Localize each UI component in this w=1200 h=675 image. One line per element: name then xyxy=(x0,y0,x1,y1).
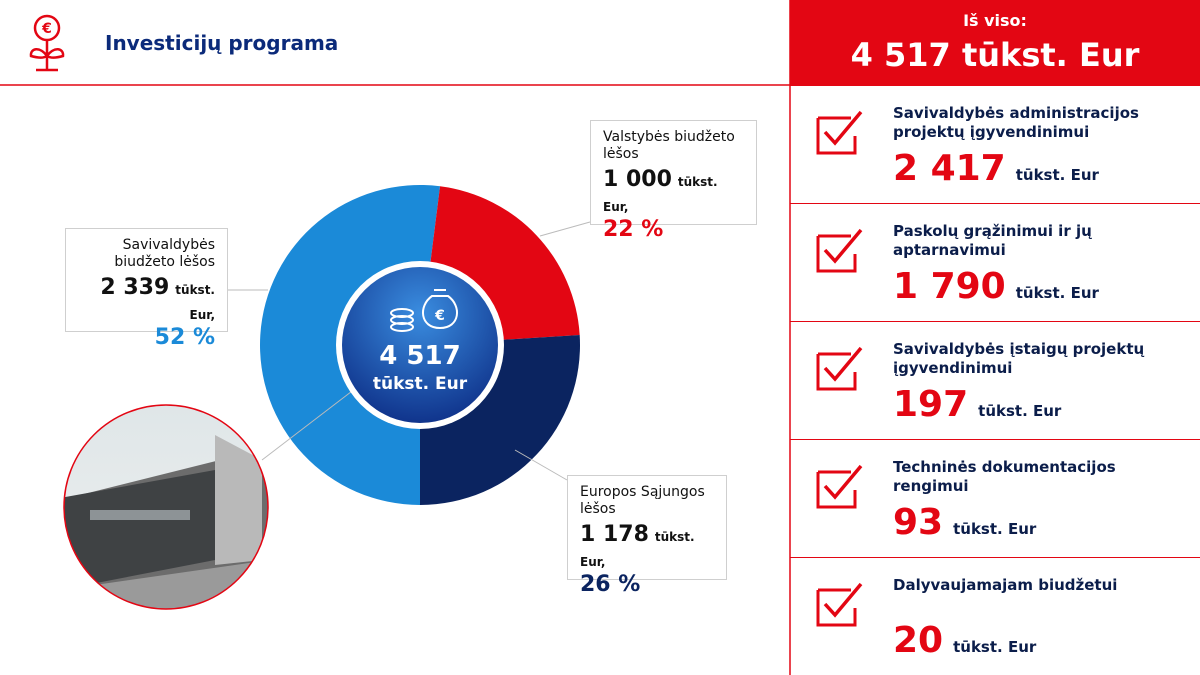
item-label: Paskolų grąžinimui ir jų aptarnavimui xyxy=(893,222,1092,259)
label-box: Valstybės biudžeto lėšos 1 000 tūkst. Eur,… xyxy=(590,120,757,242)
amount-row: 1 178 tūkst. Eur, xyxy=(580,522,714,572)
item: Paskolų grąžinimui ir jų aptarnavimui 1 7… xyxy=(790,203,1200,320)
item-amount-row: 197 tūkst. Eur xyxy=(893,384,1061,425)
item-amount: 20 xyxy=(893,620,944,661)
svg-text:€: € xyxy=(434,308,445,324)
item: Savivaldybės įstaigų projektų įgyvendini… xyxy=(790,321,1200,438)
item-amount: 2 417 xyxy=(893,148,1006,189)
percent: 26 % xyxy=(580,572,641,597)
check-icon xyxy=(816,228,863,273)
item-label: Techninės dokumentacijos rengimui xyxy=(893,458,1116,495)
item-amount-row: 2 417 tūkst. Eur xyxy=(893,148,1099,189)
category-label: Valstybės biudžeto lėšos xyxy=(603,129,735,162)
check-box xyxy=(816,352,857,391)
total-panel xyxy=(790,0,1200,85)
check-mark xyxy=(823,582,863,618)
unit: tūkst. Eur, xyxy=(175,283,215,322)
item-label: Savivaldybės administracijos projektų įg… xyxy=(893,104,1139,141)
amount: 2 339 xyxy=(100,275,170,300)
center-disc xyxy=(342,267,498,423)
category-label: Europos Sąjungos lėšos xyxy=(580,484,705,517)
item-unit: tūkst. Eur xyxy=(953,520,1037,538)
page-title: Investicijų programa xyxy=(105,31,338,55)
amount-row: 2 339 tūkst. Eur, xyxy=(78,275,215,325)
item-amount-row: 1 790 tūkst. Eur xyxy=(893,266,1099,307)
item-label: Savivaldybės įstaigų projektų įgyvendini… xyxy=(893,340,1145,377)
check-mark xyxy=(823,110,863,146)
item-amount: 93 xyxy=(893,502,944,543)
check-mark xyxy=(823,346,863,382)
item-unit: tūkst. Eur xyxy=(1015,166,1099,184)
check-icon xyxy=(816,346,863,391)
label-box: Savivaldybės biudžeto lėšos 2 339 tūkst. E… xyxy=(65,228,228,350)
coins-icon: € xyxy=(390,289,458,332)
check-box xyxy=(816,470,857,509)
item-amount-row: 20 tūkst. Eur xyxy=(893,620,1036,661)
item-unit: tūkst. Eur xyxy=(978,402,1062,420)
total-amount: 4 517 tūkst. Eur xyxy=(851,36,1140,74)
item: Dalyvaujamajam biudžetui 20 tūkst. Eur xyxy=(790,557,1200,674)
check-box xyxy=(816,116,857,155)
check-mark xyxy=(823,464,863,500)
amount-row: 1 000 tūkst. Eur, xyxy=(603,167,744,217)
check-mark xyxy=(823,228,863,264)
logo-icon: € xyxy=(29,14,65,72)
item-label: Dalyvaujamajam biudžetui xyxy=(893,576,1118,594)
item-unit: tūkst. Eur xyxy=(1015,284,1099,302)
total-title: Iš viso: xyxy=(963,11,1027,30)
percent: 52 % xyxy=(154,325,215,350)
item: Savivaldybės administracijos projektų įg… xyxy=(790,85,1200,202)
center-unit: tūkst. Eur xyxy=(373,374,468,394)
unit: tūkst. Eur, xyxy=(603,175,718,214)
item-amount-row: 93 tūkst. Eur xyxy=(893,502,1036,543)
photo-frame xyxy=(63,404,269,610)
percent: 22 % xyxy=(603,217,664,242)
item-unit: tūkst. Eur xyxy=(953,638,1037,656)
check-box xyxy=(816,588,857,627)
item-amount: 197 xyxy=(893,384,969,425)
category-label: Savivaldybės biudžeto lėšos xyxy=(114,237,215,270)
amount: 1 178 xyxy=(580,522,649,547)
building-photo xyxy=(64,405,268,609)
leader-lines xyxy=(228,221,591,481)
item-amount: 1 790 xyxy=(893,266,1006,307)
label-box: Europos Sąjungos lėšos 1 178 tūkst. Eur, 26… xyxy=(567,475,727,597)
check-icon xyxy=(816,110,863,155)
center-value: 4 517 xyxy=(379,341,460,371)
item: Techninės dokumentacijos rengimui 93 tūkst… xyxy=(790,439,1200,556)
check-icon xyxy=(816,464,863,509)
unit: tūkst. Eur, xyxy=(580,530,695,569)
amount: 1 000 xyxy=(603,167,672,192)
check-box xyxy=(816,234,857,273)
check-icon xyxy=(816,582,863,627)
svg-text:€: € xyxy=(41,21,52,37)
